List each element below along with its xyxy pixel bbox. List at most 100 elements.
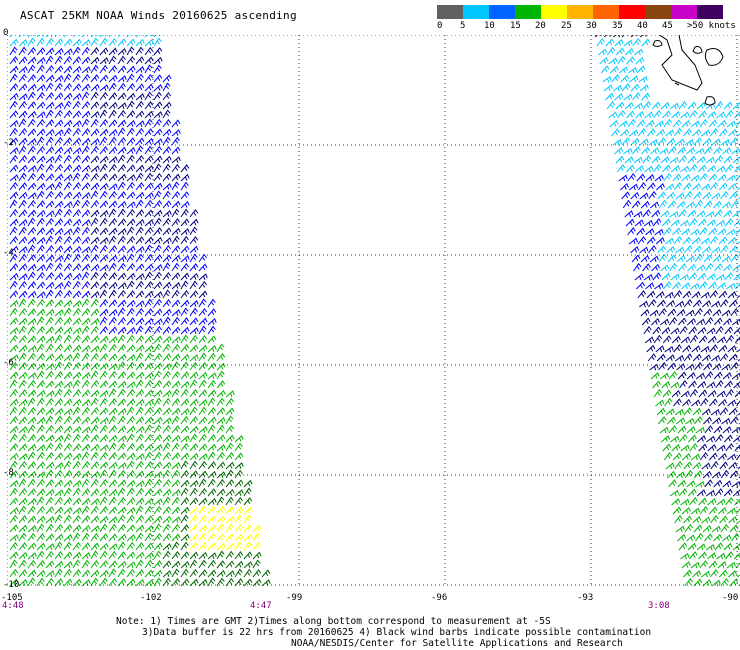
wind-barb bbox=[153, 542, 163, 551]
wind-barb bbox=[681, 119, 691, 128]
wind-barb bbox=[117, 164, 127, 173]
wind-barb bbox=[45, 343, 54, 353]
wind-barb bbox=[108, 227, 118, 236]
wind-barb bbox=[234, 568, 243, 578]
wind-barb bbox=[691, 237, 701, 245]
wind-barb bbox=[721, 309, 731, 317]
wind-barb bbox=[108, 82, 117, 92]
wind-barb bbox=[9, 416, 19, 425]
wind-barb bbox=[99, 417, 109, 425]
wind-barb bbox=[252, 551, 262, 560]
wind-barb bbox=[36, 380, 46, 389]
wind-barb bbox=[63, 262, 73, 272]
wind-barb bbox=[628, 237, 638, 245]
wind-barb bbox=[117, 462, 127, 470]
wind-barb bbox=[712, 363, 722, 371]
wind-barb bbox=[691, 182, 701, 191]
wind-barb bbox=[144, 525, 154, 533]
wind-barb bbox=[36, 298, 46, 308]
wind-barb bbox=[27, 236, 37, 245]
wind-barb bbox=[692, 515, 702, 524]
wind-barb bbox=[108, 235, 117, 245]
wind-barb bbox=[696, 102, 706, 110]
wind-barb bbox=[81, 344, 91, 353]
wind-barb bbox=[644, 336, 655, 344]
wind-barb bbox=[153, 271, 162, 281]
wind-barb bbox=[108, 47, 118, 56]
wind-barb bbox=[126, 263, 136, 272]
wind-barb bbox=[180, 272, 190, 281]
wind-barb bbox=[63, 551, 73, 560]
wind-barb bbox=[216, 515, 226, 524]
wind-barb bbox=[658, 416, 667, 425]
wind-barb bbox=[711, 579, 721, 587]
wind-barb bbox=[693, 191, 703, 200]
wind-barb bbox=[615, 155, 625, 164]
wind-barb bbox=[90, 515, 100, 524]
wind-barb bbox=[672, 452, 682, 461]
wind-barb bbox=[643, 219, 654, 227]
wind-barb bbox=[90, 308, 100, 317]
wind-barb bbox=[707, 335, 717, 344]
wind-barb bbox=[153, 291, 163, 299]
wind-barb bbox=[198, 273, 208, 281]
wind-barb bbox=[618, 66, 628, 74]
wind-barb bbox=[189, 236, 199, 245]
wind-barb bbox=[671, 498, 681, 506]
wind-barb bbox=[117, 272, 127, 281]
wind-barb bbox=[63, 460, 72, 470]
wind-barb bbox=[695, 147, 705, 155]
wind-barb bbox=[627, 118, 637, 128]
wind-barb bbox=[126, 327, 136, 335]
wind-barb bbox=[144, 128, 154, 137]
wind-barb bbox=[18, 362, 28, 371]
wind-barb bbox=[27, 372, 37, 380]
wind-barb bbox=[117, 136, 127, 146]
wind-barb bbox=[189, 416, 199, 425]
wind-barb bbox=[622, 199, 632, 209]
wind-barb bbox=[711, 471, 722, 479]
wind-barb bbox=[18, 253, 27, 263]
wind-barb bbox=[63, 388, 72, 398]
wind-barb bbox=[654, 174, 664, 182]
wind-barb bbox=[714, 542, 724, 551]
wind-barb bbox=[189, 253, 198, 263]
wind-barb bbox=[730, 253, 740, 263]
wind-barb bbox=[144, 64, 153, 74]
wind-barb bbox=[90, 505, 99, 515]
wind-barb bbox=[18, 280, 28, 290]
wind-barb bbox=[727, 182, 737, 191]
wind-barb bbox=[126, 514, 135, 524]
wind-barb bbox=[681, 282, 691, 290]
wind-barb bbox=[126, 381, 136, 389]
wind-barb bbox=[216, 496, 225, 506]
wind-barb bbox=[126, 191, 136, 200]
wind-barb bbox=[699, 281, 708, 290]
wind-barb bbox=[108, 200, 118, 209]
wind-barb bbox=[162, 128, 172, 137]
wind-barb bbox=[144, 399, 154, 407]
wind-barb bbox=[135, 145, 144, 155]
wind-barb bbox=[144, 352, 153, 362]
wind-barb bbox=[90, 291, 100, 299]
wind-barb bbox=[54, 425, 64, 434]
wind-barb bbox=[731, 318, 740, 326]
wind-barb bbox=[126, 226, 135, 236]
wind-barb bbox=[640, 254, 650, 263]
wind-barb bbox=[652, 164, 662, 173]
wind-barb bbox=[90, 325, 99, 335]
wind-barb bbox=[243, 541, 252, 551]
wind-barb bbox=[643, 165, 654, 173]
wind-barb bbox=[198, 443, 208, 452]
wind-barb bbox=[45, 156, 55, 164]
wind-barb bbox=[718, 344, 728, 353]
wind-barb bbox=[681, 507, 691, 515]
wind-barb bbox=[36, 118, 46, 128]
wind-barb bbox=[653, 388, 663, 398]
wind-barb bbox=[668, 146, 677, 155]
wind-barb bbox=[162, 210, 172, 218]
wind-barb bbox=[90, 37, 99, 47]
wind-barb bbox=[27, 145, 36, 155]
wind-barb bbox=[54, 371, 64, 380]
wind-barb bbox=[162, 543, 172, 551]
